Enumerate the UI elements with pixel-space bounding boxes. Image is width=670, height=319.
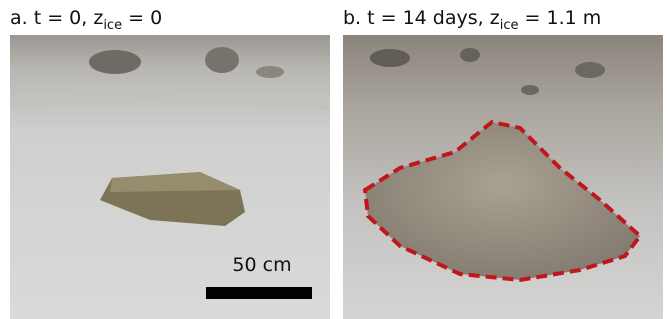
label-tail: = 1.1 m	[518, 7, 601, 29]
scale-label: 50 cm	[232, 254, 291, 276]
rock	[256, 66, 284, 78]
rock	[460, 48, 480, 62]
rock	[521, 85, 539, 95]
label-main: a. t = 0, z	[10, 7, 103, 29]
panel-label: a. t = 0, zice = 0	[10, 7, 162, 33]
figure: a. t = 0, zice = 0 50 cm b. t = 14 days,…	[0, 0, 670, 319]
rock	[575, 62, 605, 78]
panel-b: b. t = 14 days, zice = 1.1 m	[343, 7, 663, 319]
label-main: b. t = 14 days, z	[343, 7, 500, 29]
rock	[370, 49, 410, 67]
scale-bar	[206, 287, 312, 299]
label-sub: ice	[500, 18, 519, 33]
label-sub: ice	[103, 18, 122, 33]
rock	[205, 47, 239, 73]
panel-label: b. t = 14 days, zice = 1.1 m	[343, 7, 601, 33]
label-tail: = 0	[122, 7, 162, 29]
rock	[89, 50, 141, 74]
panel-a: a. t = 0, zice = 0 50 cm	[10, 7, 330, 319]
